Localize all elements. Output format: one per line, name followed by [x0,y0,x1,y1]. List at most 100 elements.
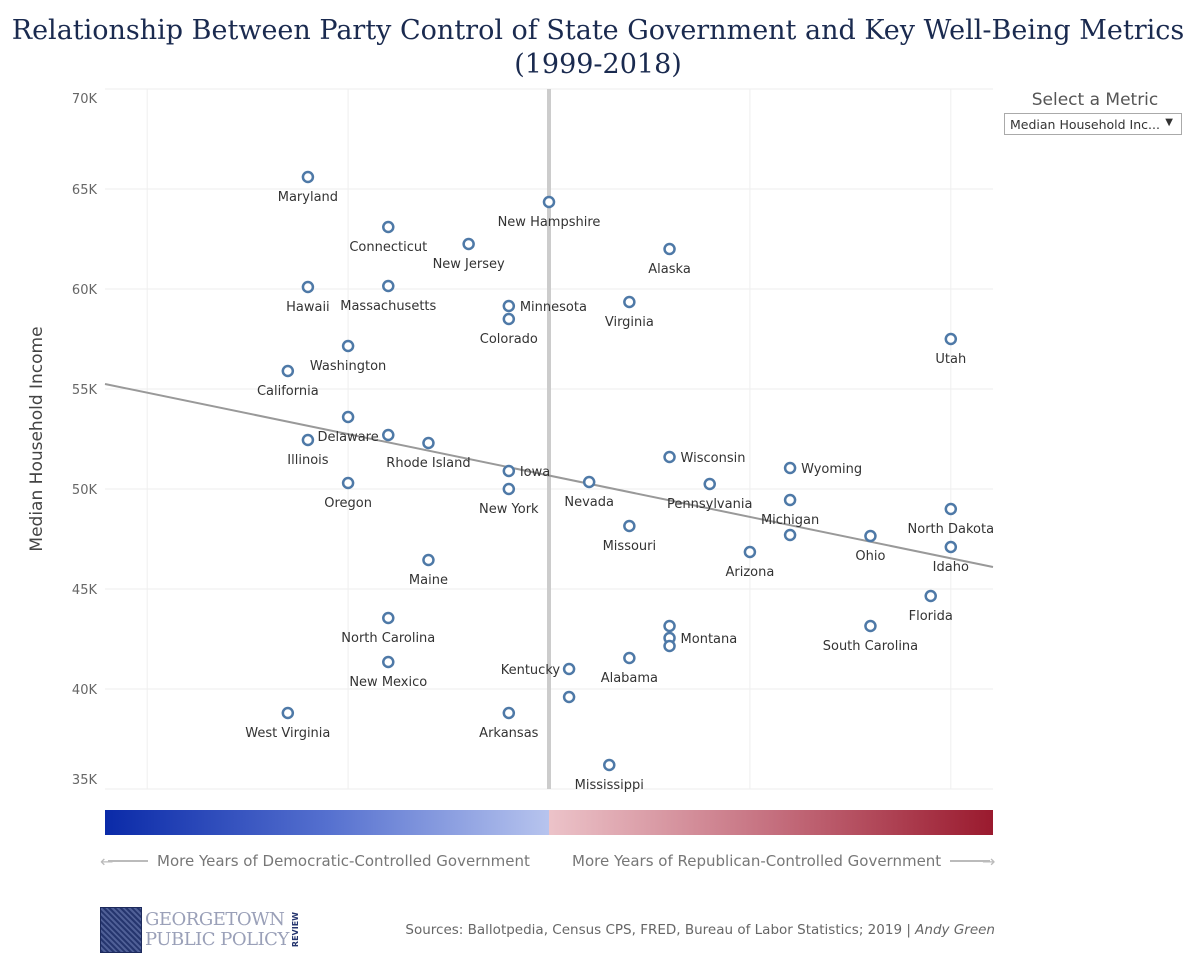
data-point [281,364,295,378]
data-point [562,662,576,676]
point-label: Wisconsin [681,451,746,466]
point-label: Florida [909,609,953,624]
point-label: Oregon [324,496,372,511]
y-tick-label: 40K [72,683,98,698]
data-point [281,706,295,720]
data-point [341,476,355,490]
data-point [542,195,556,209]
point-label: Arkansas [479,726,538,741]
sources-text: Sources: Ballotpedia, Census CPS, FRED, … [405,922,995,938]
title-line-2: (1999-2018) [514,49,682,80]
data-point [382,428,395,442]
logo-line-1: GEORGETOWN [145,909,285,930]
democratic-gradient [105,810,549,835]
y-tick-label: 65K [72,183,98,198]
point-label: Minnesota [520,300,587,315]
data-point [783,461,797,475]
point-label: Nevada [564,495,614,510]
seal-icon [100,907,142,953]
data-point [341,339,355,353]
point-label: Washington [310,359,386,374]
data-point [341,410,355,424]
data-point [301,170,315,184]
arrow-right-icon: → [982,852,996,871]
data-point [623,519,636,533]
data-point [944,332,958,346]
point-label: Michigan [761,513,819,528]
y-tick-label: 45K [72,583,98,598]
logo-line-2: PUBLIC POLICY [145,929,289,950]
point-label: West Virginia [245,726,330,741]
arrow-left-line [108,860,148,862]
chart-title: Relationship Between Party Control of St… [0,14,1196,82]
data-point [502,299,516,313]
caret-down-icon: ▼ [1165,117,1173,128]
point-label: Utah [935,352,966,367]
y-tick-label: 60K [72,283,98,298]
point-label: Delaware [317,430,378,445]
data-point [944,502,958,516]
point-label: Maine [409,573,448,588]
logo-review: REVIEW [290,912,300,948]
point-label: Ohio [855,549,885,564]
data-point [502,312,516,326]
point-label: Kentucky [501,663,561,678]
point-label: Mississippi [575,778,644,793]
point-label: New York [479,502,539,517]
point-label: Massachusetts [340,299,436,314]
y-axis-label: Median Household Income [27,326,47,551]
data-point [301,280,315,294]
metric-selector-label: Select a Metric [1031,90,1159,110]
point-label: Iowa [520,465,550,480]
metric-dropdown-value: Median Household Inc... [1010,117,1160,132]
point-label: Hawaii [286,300,330,315]
point-label: Illinois [287,453,328,468]
data-point [623,295,636,309]
data-point [462,237,475,251]
republican-gradient [549,810,993,835]
title-line-1: Relationship Between Party Control of St… [11,15,1185,46]
data-point [562,690,576,704]
point-label: Rhode Island [386,456,470,471]
point-label: Alabama [601,671,658,686]
point-label: Colorado [480,332,538,347]
arrow-left-icon: ← [100,852,114,871]
point-label: Maryland [278,190,338,205]
data-point [743,545,757,559]
y-tick-label: 50K [72,483,98,498]
data-point [663,242,676,256]
y-tick-label: 35K [72,773,98,788]
data-point [502,464,516,478]
arrow-right-line [950,860,990,862]
point-label: Connecticut [349,240,427,255]
trend-line [104,383,994,568]
metric-dropdown[interactable]: Median Household Inc... ▼ [1004,113,1182,135]
data-point [944,540,958,554]
point-label: New Hampshire [498,215,601,230]
point-label: Missouri [603,539,657,554]
point-label: California [257,384,319,399]
point-label: North Carolina [341,631,435,646]
author: Andy Green [915,922,995,938]
point-label: Idaho [933,560,969,575]
georgetown-logo: GEORGETOWN PUBLIC POLICY REVIEW [100,907,300,953]
data-point [502,706,516,720]
party-color-scale [105,810,993,835]
point-label: Arizona [725,565,774,580]
point-label: Wyoming [801,462,862,477]
data-point [382,655,395,669]
data-point [502,482,516,496]
point-label: Virginia [605,315,654,330]
y-tick-label: 70K [72,92,98,107]
data-point [783,493,797,507]
data-point [924,589,937,603]
point-label: New Jersey [433,257,505,272]
data-point [663,619,676,633]
data-point [864,529,877,543]
data-point [422,436,435,450]
data-point [623,651,636,665]
data-point [382,279,395,293]
sources-list: Sources: Ballotpedia, Census CPS, FRED, … [405,922,916,938]
data-point [582,475,596,489]
